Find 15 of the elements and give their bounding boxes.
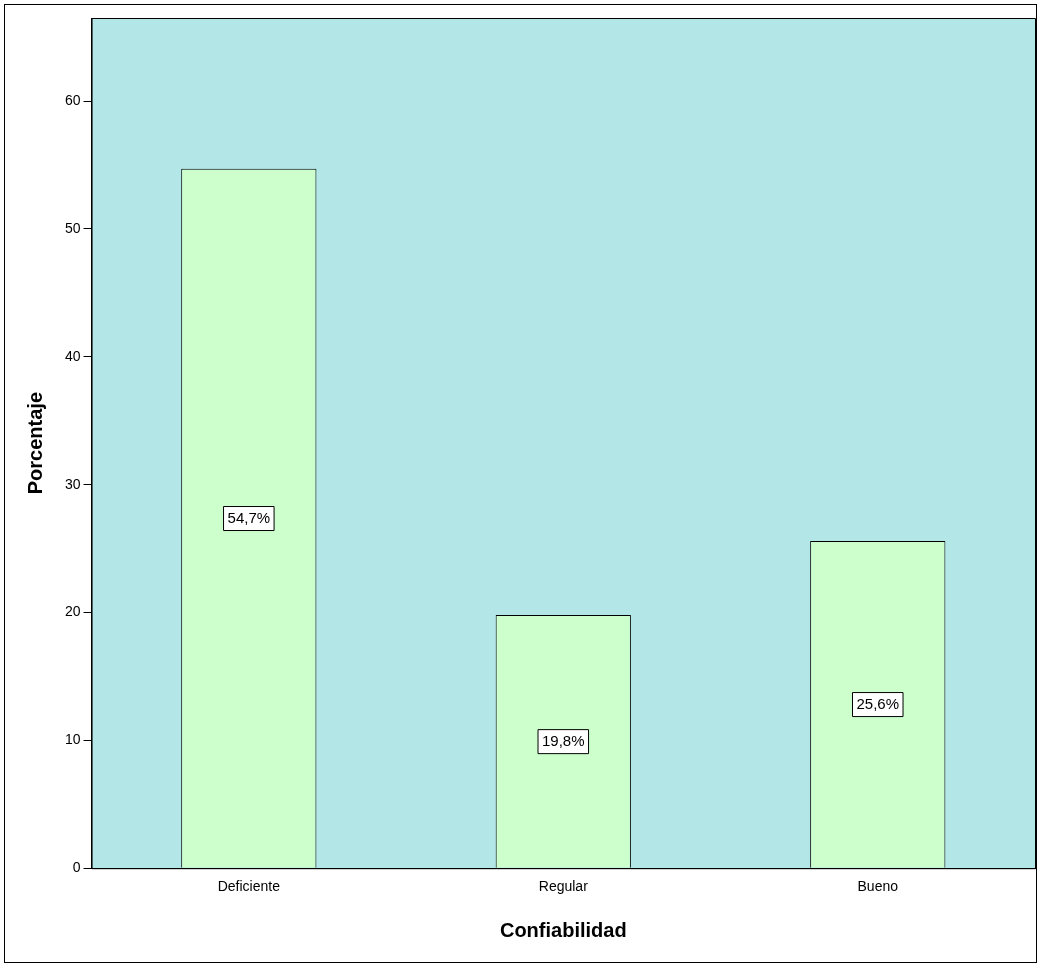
x-tick-label: Bueno (857, 878, 899, 895)
x-axis-title: Confiabilidad (499, 918, 627, 941)
data-label: 54,7% (227, 508, 271, 526)
y-tick-label: 30 (64, 475, 81, 492)
y-axis-title: Porcentaje (23, 391, 46, 495)
y-tick-label: 40 (64, 347, 81, 364)
y-tick-label: 60 (64, 91, 81, 108)
y-tick-label: 0 (72, 859, 81, 876)
data-label: 19,8% (542, 731, 585, 749)
data-label: 25,6% (856, 694, 900, 712)
y-tick-label: 50 (64, 219, 81, 236)
x-tick-label: Regular (538, 878, 589, 895)
x-tick-label: Deficiente (217, 878, 281, 895)
y-tick-label: 20 (64, 603, 81, 620)
y-tick-label: 10 (64, 731, 81, 748)
